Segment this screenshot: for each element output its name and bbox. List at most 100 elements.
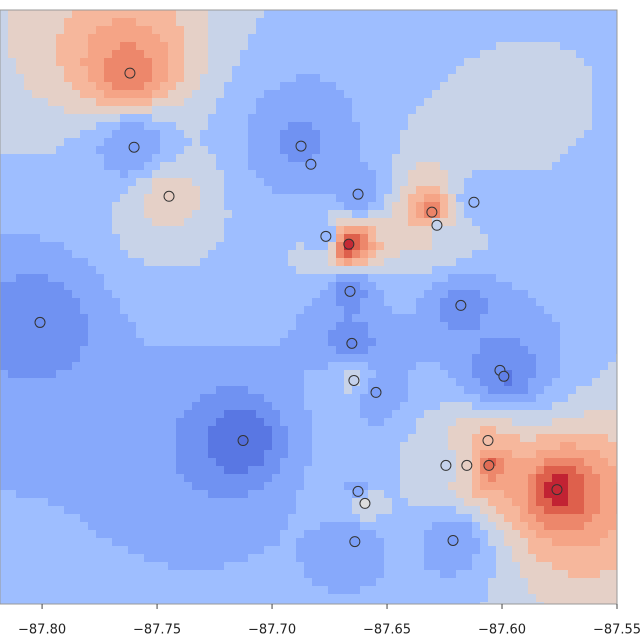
contour-cell <box>568 66 576 74</box>
contour-cell <box>256 122 264 130</box>
contour-cell <box>520 18 528 26</box>
contour-cell <box>528 186 536 194</box>
contour-cell <box>352 210 360 218</box>
contour-cell <box>280 394 288 402</box>
contour-cell <box>608 378 616 386</box>
contour-cell <box>376 242 384 250</box>
contour-cell <box>344 114 352 122</box>
contour-cell <box>504 290 512 298</box>
contour-cell <box>312 418 320 426</box>
contour-cell <box>520 410 528 418</box>
contour-cell <box>344 498 352 506</box>
contour-cell <box>600 402 608 410</box>
contour-cell <box>312 266 320 274</box>
contour-cell <box>128 418 136 426</box>
contour-cell <box>208 98 216 106</box>
contour-cell <box>160 418 168 426</box>
contour-cell <box>408 338 416 346</box>
contour-cell <box>440 330 448 338</box>
contour-cell <box>552 282 560 290</box>
contour-cell <box>24 498 32 506</box>
contour-cell <box>224 322 232 330</box>
contour-cell <box>368 66 376 74</box>
contour-cell <box>184 290 192 298</box>
contour-cell <box>200 490 208 498</box>
contour-cell <box>256 178 264 186</box>
contour-cell <box>512 514 520 522</box>
contour-cell <box>312 410 320 418</box>
contour-cell <box>600 410 608 418</box>
contour-cell <box>96 170 104 178</box>
contour-cell <box>304 18 312 26</box>
contour-cell <box>320 58 328 66</box>
contour-cell <box>48 378 56 386</box>
contour-cell <box>144 186 152 194</box>
contour-cell <box>152 10 160 18</box>
contour-cell <box>16 258 24 266</box>
contour-cell <box>80 10 88 18</box>
contour-cell <box>296 218 304 226</box>
contour-cell <box>432 354 440 362</box>
contour-cell <box>472 106 480 114</box>
contour-cell <box>576 42 584 50</box>
contour-cell <box>472 402 480 410</box>
contour-cell <box>560 426 568 434</box>
contour-cell <box>464 442 472 450</box>
contour-cell <box>72 426 80 434</box>
contour-cell <box>352 450 360 458</box>
contour-cell <box>64 250 72 258</box>
contour-cell <box>560 226 568 234</box>
contour-cell <box>184 130 192 138</box>
contour-cell <box>392 10 400 18</box>
contour-cell <box>168 90 176 98</box>
contour-cell <box>288 410 296 418</box>
contour-cell <box>400 74 408 82</box>
contour-cell <box>240 458 248 466</box>
contour-cell <box>24 210 32 218</box>
contour-cell <box>472 90 480 98</box>
contour-cell <box>544 234 552 242</box>
contour-cell <box>224 122 232 130</box>
contour-cell <box>184 514 192 522</box>
contour-cell <box>288 186 296 194</box>
contour-cell <box>216 210 224 218</box>
contour-cell <box>408 298 416 306</box>
contour-cell <box>80 482 88 490</box>
contour-cell <box>536 138 544 146</box>
contour-cell <box>408 154 416 162</box>
contour-cell <box>464 58 472 66</box>
contour-cell <box>392 466 400 474</box>
contour-cell <box>280 58 288 66</box>
contour-cell <box>304 450 312 458</box>
contour-cell <box>568 338 576 346</box>
contour-cell <box>176 402 184 410</box>
contour-cell <box>104 490 112 498</box>
contour-cell <box>200 170 208 178</box>
contour-cell <box>80 218 88 226</box>
contour-cell <box>40 162 48 170</box>
contour-cell <box>360 242 368 250</box>
contour-cell <box>72 242 80 250</box>
contour-cell <box>440 274 448 282</box>
contour-cell <box>416 418 424 426</box>
contour-cell <box>104 274 112 282</box>
contour-cell <box>296 226 304 234</box>
contour-cell <box>312 354 320 362</box>
contour-cell <box>608 514 616 522</box>
contour-cell <box>384 162 392 170</box>
contour-cell <box>584 506 592 514</box>
contour-cell <box>560 170 568 178</box>
contour-cell <box>216 242 224 250</box>
contour-cell <box>368 354 376 362</box>
contour-cell <box>576 386 584 394</box>
contour-cell <box>336 514 344 522</box>
contour-cell <box>552 186 560 194</box>
contour-cell <box>216 50 224 58</box>
contour-cell <box>480 402 488 410</box>
contour-cell <box>440 186 448 194</box>
contour-cell <box>216 226 224 234</box>
contour-cell <box>520 450 528 458</box>
contour-cell <box>40 34 48 42</box>
contour-cell <box>440 146 448 154</box>
contour-cell <box>72 26 80 34</box>
